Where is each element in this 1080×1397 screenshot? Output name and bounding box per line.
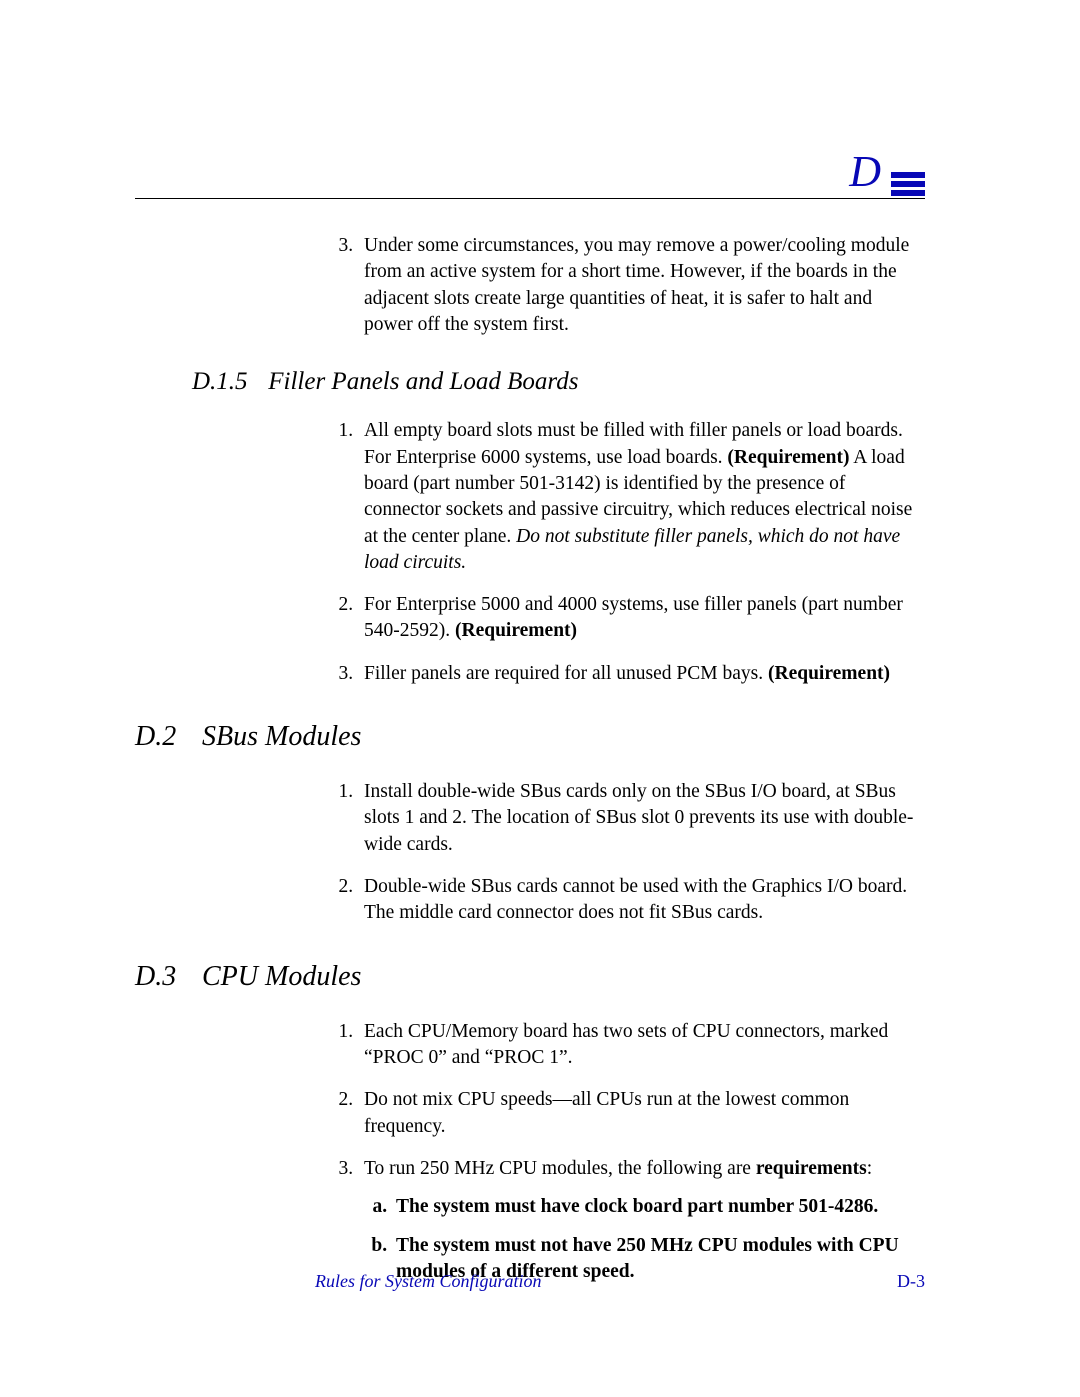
requirement-label: (Requirement) (727, 447, 849, 468)
text: : (867, 1158, 872, 1179)
appendix-letter: D (849, 150, 881, 198)
page-content: Under some circumstances, you may remove… (135, 233, 925, 1301)
section-number: D.1.5 (192, 368, 262, 396)
list-item: To run 250 MHz CPU modules, the followin… (358, 1156, 925, 1285)
list-item: Double-wide SBus cards cannot be used wi… (358, 874, 925, 927)
footer-title: Rules for System Configuration (315, 1271, 542, 1292)
list-item: For Enterprise 5000 and 4000 systems, us… (358, 592, 925, 645)
section-number: D.3 (135, 961, 195, 993)
d15-list: All empty board slots must be filled wit… (358, 418, 925, 687)
section-number: D.2 (135, 721, 195, 753)
requirements-word: requirements (756, 1158, 867, 1179)
section-title: Filler Panels and Load Boards (268, 368, 578, 395)
requirement-label: (Requirement) (768, 663, 890, 684)
continuation-list: Under some circumstances, you may remove… (358, 233, 925, 338)
list-item: All empty board slots must be filled wit… (358, 418, 925, 576)
footer-page-number: D-3 (897, 1271, 925, 1292)
page-header: D (135, 150, 925, 198)
requirement-label: (Requirement) (455, 620, 577, 641)
list-item: Filler panels are required for all unuse… (358, 661, 925, 687)
section-heading-d15: D.1.5 Filler Panels and Load Boards (192, 368, 925, 396)
text: To run 250 MHz CPU modules, the followin… (364, 1158, 756, 1179)
page-footer: Rules for System Configuration D-3 (135, 1271, 925, 1292)
text: For Enterprise 5000 and 4000 systems, us… (364, 594, 903, 641)
list-item: Do not mix CPU speeds—all CPUs run at th… (358, 1087, 925, 1140)
section-title: SBus Modules (202, 721, 361, 752)
page: D Under some circumstances, you may remo… (0, 0, 1080, 1397)
d2-list: Install double-wide SBus cards only on t… (358, 779, 925, 927)
text: Filler panels are required for all unuse… (364, 663, 768, 684)
d3-list: Each CPU/Memory board has two sets of CP… (358, 1019, 925, 1286)
header-rule (135, 198, 925, 199)
section-title: CPU Modules (202, 961, 361, 992)
section-heading-d2: D.2 SBus Modules (135, 721, 925, 753)
list-item: The system must have clock board part nu… (392, 1194, 925, 1220)
list-item: Install double-wide SBus cards only on t… (358, 779, 925, 858)
section-heading-d3: D.3 CPU Modules (135, 961, 925, 993)
sun-logo-icon (891, 172, 925, 198)
list-item: Each CPU/Memory board has two sets of CP… (358, 1019, 925, 1072)
list-item: Under some circumstances, you may remove… (358, 233, 925, 338)
